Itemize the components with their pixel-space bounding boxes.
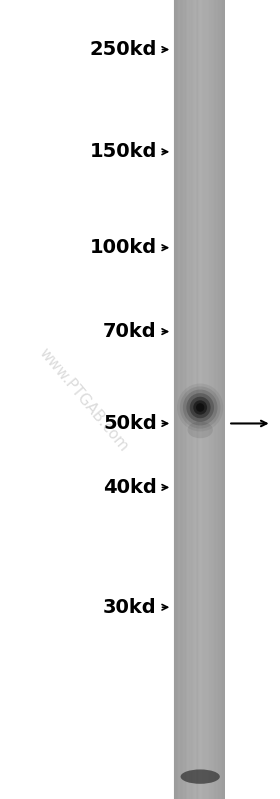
Bar bbox=[219, 0, 220, 799]
Bar bbox=[207, 0, 208, 799]
Bar bbox=[187, 0, 188, 799]
Bar bbox=[224, 0, 225, 799]
Bar bbox=[215, 0, 216, 799]
Bar bbox=[186, 0, 187, 799]
Text: 150kd: 150kd bbox=[89, 142, 157, 161]
Bar bbox=[205, 0, 206, 799]
Text: 30kd: 30kd bbox=[103, 598, 157, 617]
Bar bbox=[176, 0, 177, 799]
Bar bbox=[218, 0, 219, 799]
Text: 100kd: 100kd bbox=[90, 238, 157, 257]
Ellipse shape bbox=[193, 400, 207, 415]
Ellipse shape bbox=[196, 403, 204, 411]
Bar bbox=[177, 0, 178, 799]
Bar bbox=[209, 0, 210, 799]
Bar bbox=[220, 0, 221, 799]
Bar bbox=[206, 0, 207, 799]
Bar bbox=[200, 0, 201, 799]
Bar bbox=[210, 0, 211, 799]
Ellipse shape bbox=[177, 384, 223, 431]
Bar bbox=[182, 0, 183, 799]
Text: www.PTGAB.com: www.PTGAB.com bbox=[36, 345, 132, 454]
Ellipse shape bbox=[186, 393, 214, 422]
Bar bbox=[203, 0, 204, 799]
Bar bbox=[189, 0, 190, 799]
Bar bbox=[192, 0, 193, 799]
Bar bbox=[202, 0, 203, 799]
Bar bbox=[198, 0, 199, 799]
Bar bbox=[191, 0, 192, 799]
Bar bbox=[223, 0, 224, 799]
Ellipse shape bbox=[180, 387, 221, 428]
Bar bbox=[188, 0, 189, 799]
Bar bbox=[174, 0, 175, 799]
Bar bbox=[183, 0, 184, 799]
Ellipse shape bbox=[188, 422, 213, 439]
Bar bbox=[212, 0, 213, 799]
Bar bbox=[180, 0, 181, 799]
Ellipse shape bbox=[190, 397, 211, 419]
Text: 40kd: 40kd bbox=[103, 478, 157, 497]
Bar bbox=[185, 0, 186, 799]
Bar bbox=[214, 0, 215, 799]
Bar bbox=[222, 0, 223, 799]
Bar bbox=[216, 0, 217, 799]
Bar bbox=[201, 0, 202, 799]
Bar bbox=[221, 0, 222, 799]
Bar bbox=[195, 0, 196, 799]
Bar bbox=[211, 0, 212, 799]
Bar bbox=[204, 0, 205, 799]
Bar bbox=[217, 0, 218, 799]
Text: 70kd: 70kd bbox=[103, 322, 157, 341]
Bar bbox=[208, 0, 209, 799]
Ellipse shape bbox=[181, 769, 220, 784]
Bar bbox=[213, 0, 214, 799]
Bar bbox=[179, 0, 180, 799]
Bar bbox=[194, 0, 195, 799]
Text: 50kd: 50kd bbox=[103, 414, 157, 433]
Bar bbox=[184, 0, 185, 799]
Bar bbox=[175, 0, 176, 799]
Bar bbox=[181, 0, 182, 799]
Bar bbox=[178, 0, 179, 799]
Ellipse shape bbox=[183, 389, 218, 425]
Bar bbox=[196, 0, 197, 799]
Bar bbox=[190, 0, 191, 799]
Bar bbox=[199, 0, 200, 799]
Bar bbox=[193, 0, 194, 799]
Text: 250kd: 250kd bbox=[89, 40, 157, 59]
Bar bbox=[197, 0, 198, 799]
